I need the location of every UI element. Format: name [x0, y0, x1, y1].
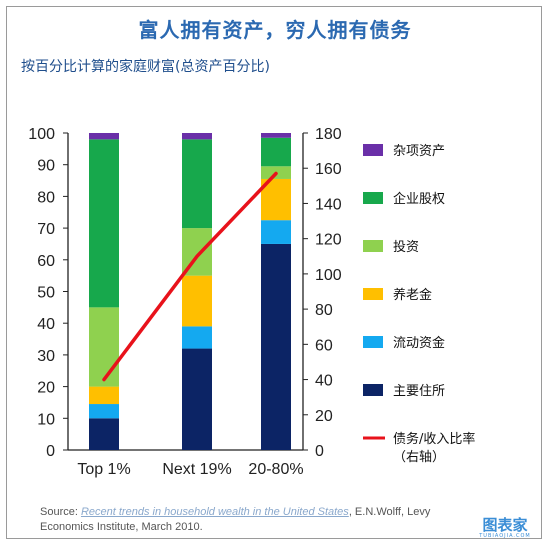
x-tick-label: Top 1%: [77, 461, 130, 478]
bar-segment: [182, 133, 212, 140]
legend-swatch: [363, 144, 383, 156]
left-tick-label: 0: [46, 443, 55, 460]
bar-segment: [89, 307, 119, 387]
right-tick-label: 60: [315, 337, 333, 354]
left-tick-label: 40: [37, 316, 55, 333]
bar-segment: [261, 137, 291, 167]
chart-subtitle: 按百分比计算的家庭财富(总资产百分比): [21, 59, 270, 75]
left-tick-label: 10: [37, 411, 55, 428]
bar-segment: [182, 275, 212, 327]
left-tick-label: 60: [37, 253, 55, 270]
bar-segment: [89, 133, 119, 140]
legend-label: 投资: [393, 239, 419, 255]
bar-segment: [89, 418, 119, 450]
legend-label: 债务/收入比率: [393, 431, 475, 447]
source-rest: , E.N.Wolff, Levy Economics Institute, M…: [40, 506, 431, 533]
chart-title: 富人拥有资产，穷人拥有债务: [138, 18, 412, 42]
legend-swatch: [363, 288, 383, 300]
left-tick-label: 70: [37, 221, 55, 238]
source-link[interactable]: Recent trends in household wealth in the…: [80, 506, 349, 518]
legend-label: 养老金: [393, 287, 432, 303]
x-tick-label: Next 19%: [162, 461, 231, 478]
legend-label-line2: （右轴）: [393, 450, 445, 465]
right-tick-label: 180: [315, 126, 342, 143]
legend-label: 杂项资产: [393, 144, 445, 159]
left-tick-label: 90: [37, 158, 55, 175]
right-tick-label: 20: [315, 408, 333, 425]
bar-segment: [261, 243, 291, 450]
left-tick-label: 20: [37, 380, 55, 397]
logo-small-text: TUBIAOJIA.COM: [479, 533, 531, 539]
bar-segment: [182, 348, 212, 450]
bar-segment: [89, 386, 119, 405]
legend-label: 企业股权: [393, 191, 445, 207]
bar-segment: [89, 139, 119, 308]
right-tick-label: 80: [315, 302, 333, 319]
bar-segment: [89, 404, 119, 419]
bar-segment: [261, 220, 291, 244]
brand-logo: 图表家 TUBIAOJIA.COM: [474, 516, 536, 540]
legend-label: 主要住所: [393, 384, 445, 399]
logo-text: 图表家: [482, 516, 528, 534]
legend-swatch: [363, 192, 383, 204]
right-tick-label: 140: [315, 196, 342, 213]
bar-segment: [261, 133, 291, 138]
left-tick-label: 100: [28, 126, 55, 143]
bar-segment: [182, 326, 212, 349]
right-tick-label: 120: [315, 232, 342, 249]
source-note: Source: Recent trends in household wealt…: [40, 505, 470, 535]
legend-swatch: [363, 336, 383, 348]
legend-label: 流动资金: [393, 335, 445, 351]
right-tick-label: 40: [315, 373, 333, 390]
left-tick-label: 80: [37, 189, 55, 206]
left-tick-label: 30: [37, 348, 55, 365]
legend-swatch: [363, 384, 383, 396]
right-tick-label: 160: [315, 161, 342, 178]
bar-segment: [182, 139, 212, 229]
left-tick-label: 50: [37, 285, 55, 302]
right-tick-label: 100: [315, 267, 342, 284]
x-tick-label: 20-80%: [248, 461, 303, 478]
legend-swatch: [363, 240, 383, 252]
source-label: Source:: [40, 506, 81, 518]
right-tick-label: 0: [315, 443, 324, 460]
